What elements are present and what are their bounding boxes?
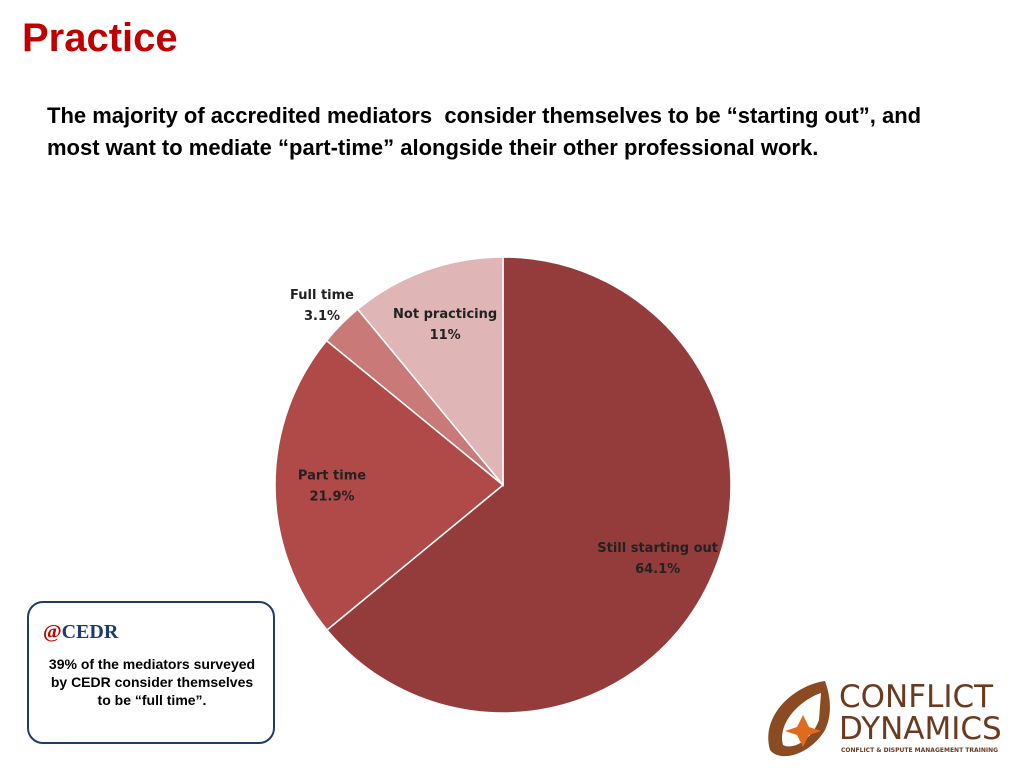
cedr-logo-text: CEDR bbox=[61, 621, 119, 643]
slide-title: Practice bbox=[22, 16, 178, 60]
pie-slice bbox=[274, 339, 505, 631]
slice-value-label: 11% bbox=[430, 328, 461, 343]
slice-value-label: 64.1% bbox=[635, 562, 680, 577]
brand-line2: DYNAMICS bbox=[839, 711, 1002, 747]
pie-slice bbox=[356, 256, 504, 488]
slice-value-label: 3.1% bbox=[304, 309, 340, 324]
logo-star bbox=[785, 715, 821, 747]
slice-label: Full time bbox=[290, 288, 354, 303]
slide-text: The majority of accredited mediators con… bbox=[47, 103, 928, 160]
brand-line1: CONFLICT bbox=[839, 679, 994, 715]
callout-text: 39% of the mediators surveyed by CEDR co… bbox=[48, 656, 256, 708]
cedr-logo: @CEDR bbox=[43, 621, 119, 643]
brand-logo: CONFLICT DYNAMICS CONFLICT & DISPUTE MAN… bbox=[768, 679, 1002, 757]
brand-tagline: CONFLICT & DISPUTE MANAGEMENT TRAINING bbox=[841, 747, 998, 754]
callout: @CEDR 39% of the mediators surveyed by C… bbox=[27, 601, 275, 744]
slice-label: Part time bbox=[298, 468, 366, 483]
slice-label: Still starting out bbox=[597, 541, 718, 556]
pie-slice bbox=[325, 256, 732, 714]
slice-value-label: 21.9% bbox=[309, 489, 354, 504]
slice-label: Not practicing bbox=[393, 307, 497, 322]
